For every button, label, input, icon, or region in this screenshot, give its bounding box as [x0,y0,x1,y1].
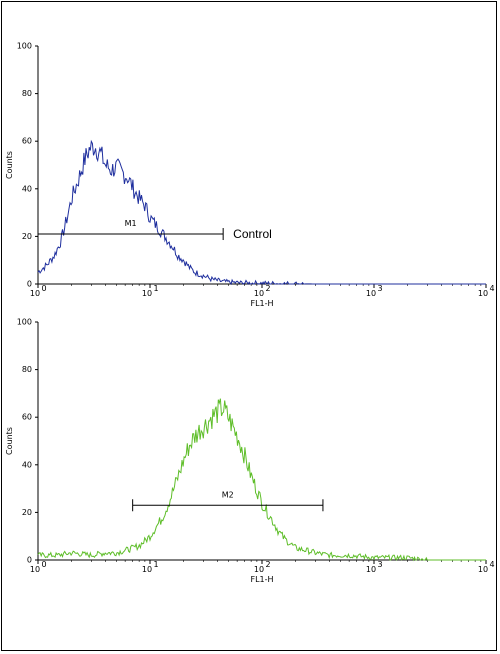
x-tick-exponent: 0 [41,284,46,293]
x-tick-label: 10 [142,565,152,574]
y-tick-label: 20 [22,232,32,241]
y-tick-label: 60 [22,137,32,146]
y-tick-label: 80 [22,89,32,98]
x-tick-exponent: 0 [41,560,46,569]
x-axis-label: FL1-H [250,575,273,584]
x-tick-exponent: 2 [265,560,270,569]
y-tick-label: 40 [22,460,32,469]
x-tick-label: 10 [30,289,40,298]
histogram-series [37,398,486,562]
control-annotation: Control [233,227,272,241]
marker-label: M1 [125,219,137,228]
y-axis-label: Counts [5,427,14,455]
x-tick-exponent: 4 [489,560,494,569]
x-tick-exponent: 1 [153,560,158,569]
x-tick-label: 10 [254,565,264,574]
x-tick-exponent: 2 [265,284,270,293]
x-tick-label: 10 [366,289,376,298]
x-tick-exponent: 3 [377,560,382,569]
x-tick-label: 10 [478,289,488,298]
y-tick-label: 20 [22,508,32,517]
y-tick-label: 100 [17,42,32,51]
y-tick-label: 80 [22,365,32,374]
x-tick-exponent: 1 [153,284,158,293]
x-tick-label: 10 [366,565,376,574]
x-tick-label: 10 [30,565,40,574]
x-tick-exponent: 3 [377,284,382,293]
x-tick-label: 10 [254,289,264,298]
histogram-panel-1: 020406080100100101102103104CountsFL1-HM1… [5,42,495,309]
x-axis-label: FL1-H [250,299,273,308]
x-tick-label: 10 [142,289,152,298]
histogram-series [37,139,486,286]
y-tick-label: 0 [27,556,32,565]
y-tick-label: 0 [27,280,32,289]
y-tick-label: 40 [22,184,32,193]
x-tick-label: 10 [478,565,488,574]
y-axis-label: Counts [5,151,14,179]
y-tick-label: 60 [22,413,32,422]
x-tick-exponent: 4 [489,284,494,293]
y-tick-label: 100 [17,318,32,327]
marker-label: M2 [222,490,234,499]
